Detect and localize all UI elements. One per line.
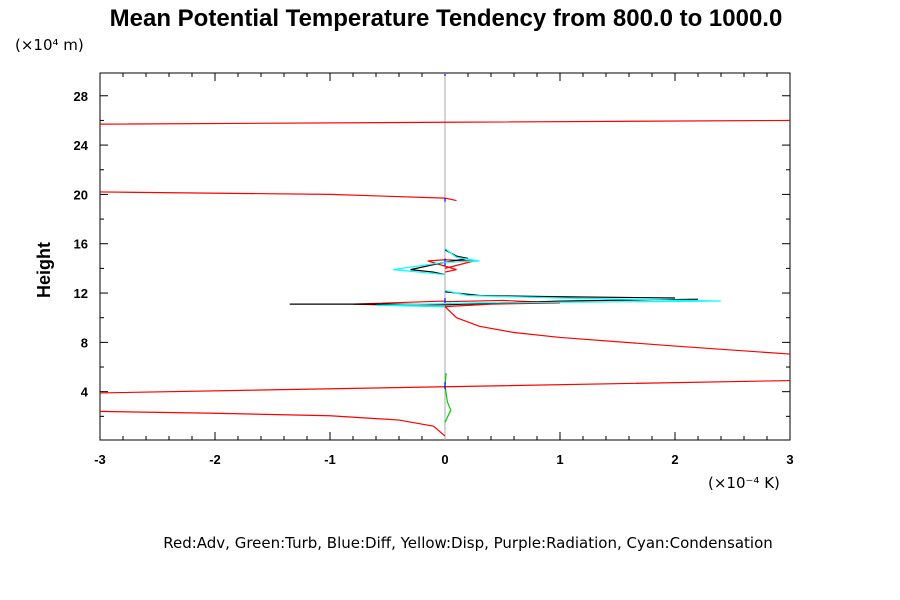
x-tick-label: -2 xyxy=(209,452,221,467)
series-condensation-line xyxy=(375,289,722,308)
series-adv-line xyxy=(427,259,474,273)
y-tick-label: 4 xyxy=(81,385,89,400)
x-tick-label: 0 xyxy=(441,452,448,467)
x-tick-label: -3 xyxy=(94,452,106,467)
y-tick-label: 16 xyxy=(74,237,88,252)
series-turb-line xyxy=(444,373,452,423)
x-tick-label: -1 xyxy=(324,452,336,467)
x-tick-label: 2 xyxy=(671,452,678,467)
series-adv-line xyxy=(99,410,446,437)
series-adv-line xyxy=(99,119,791,125)
series-total-line xyxy=(444,291,676,299)
x-tick-label: 3 xyxy=(786,452,793,467)
y-tick-label: 8 xyxy=(81,335,88,350)
y-tick-label: 12 xyxy=(74,286,88,301)
series-adv-line xyxy=(444,306,791,355)
series-adv-line xyxy=(99,191,457,202)
series-condensation-line xyxy=(393,248,480,276)
x-unit: (×10⁻⁴ K) xyxy=(708,474,780,492)
series-total-line xyxy=(289,298,699,306)
y-tick-label: 20 xyxy=(74,187,88,202)
legend-note: Red:Adv, Green:Turb, Blue:Diff, Yellow:D… xyxy=(163,534,773,552)
y-unit: (×10⁴ m) xyxy=(15,36,84,54)
chart-title: Mean Potential Temperature Tendency from… xyxy=(110,5,783,32)
y-axis-label: Height xyxy=(34,242,54,298)
y-tick-label: 24 xyxy=(74,138,89,153)
y-tick-label: 28 xyxy=(74,89,88,104)
x-tick-label: 1 xyxy=(556,452,563,467)
